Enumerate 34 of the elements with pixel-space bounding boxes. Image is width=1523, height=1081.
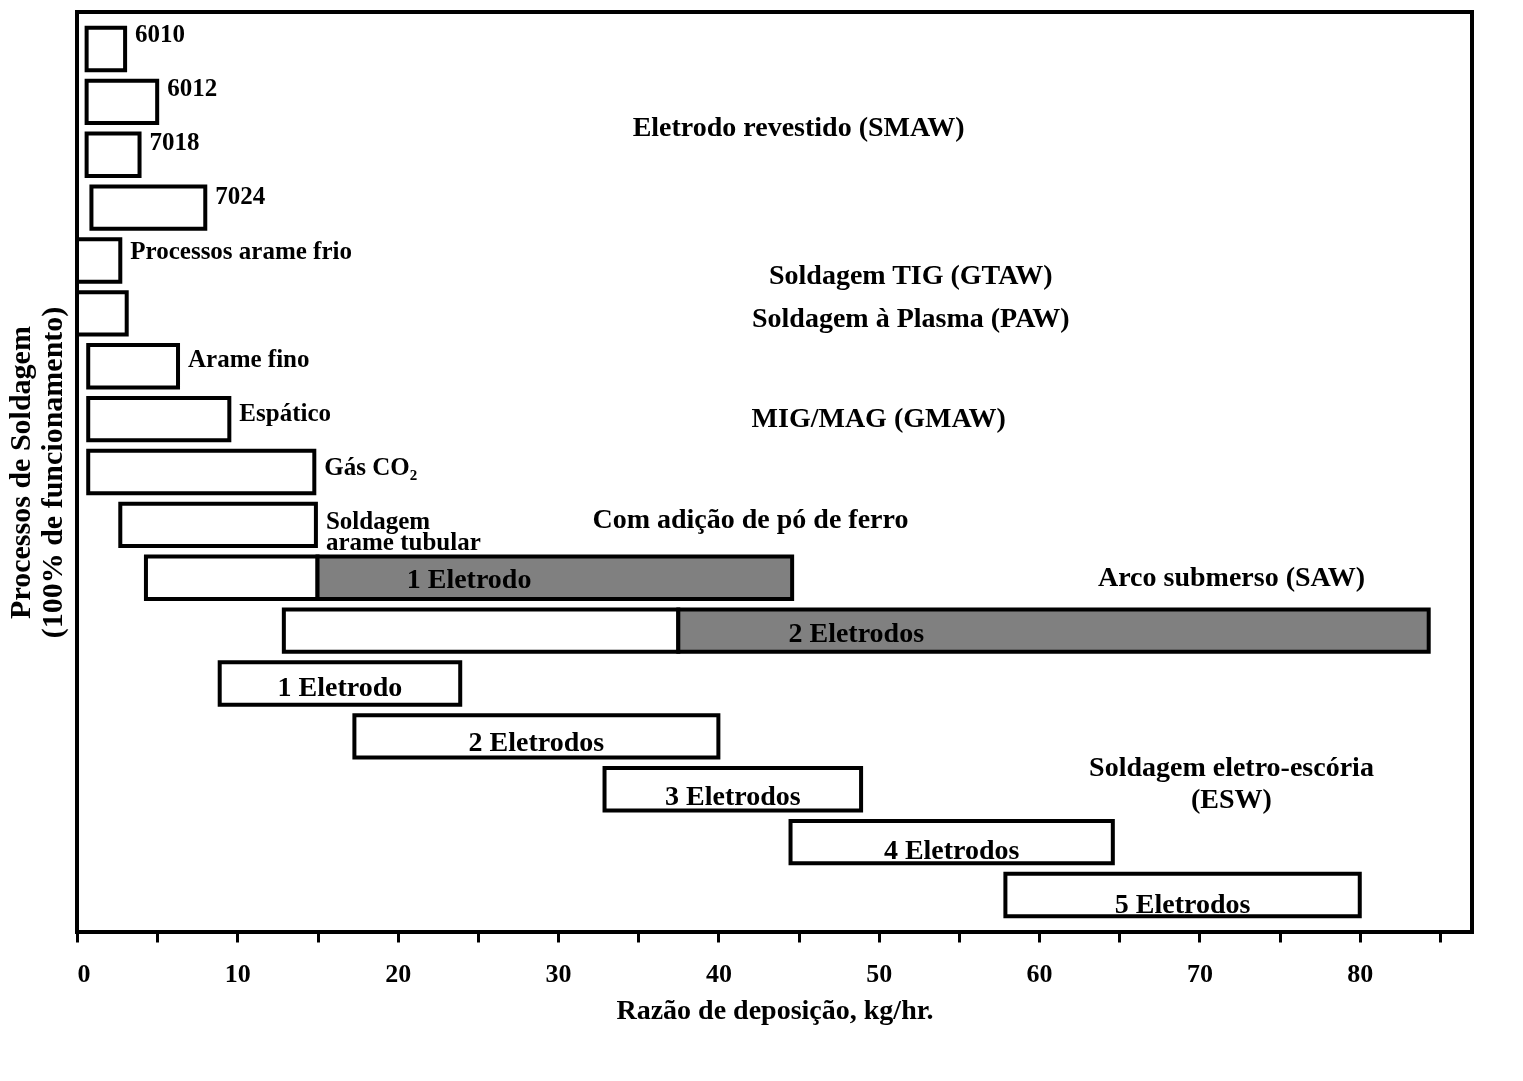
y-tick-label: 2 Eletrodos [788,617,925,649]
y-tick-label: 1 Eletrodo [277,671,403,703]
y-tick-label: 7024 [215,182,266,210]
annotation: Com adição de pó de ferro [592,502,909,534]
y-tick-label: 2 Eletrodos [468,725,605,757]
x-tick-label: 20 [385,958,412,988]
y-tick-label: 3 Eletrodos [665,779,801,811]
annotation: Eletrodo revestido (SMAW) [632,111,965,143]
x-tick-label: 30 [545,958,572,988]
y-tick-label: Espático [239,398,332,426]
annotation: Soldagem eletro-escória (ESW) [1089,751,1374,815]
y-tick-label: Soldagem arame tubular [325,507,481,556]
x-tick-label: 80 [1347,958,1374,988]
y-tick-label: 5 Eletrodos [1114,887,1251,919]
annotation: Soldagem TIG (GTAW) [768,259,1053,291]
x-tick-label: 70 [1186,958,1213,988]
x-tick-label: 60 [1026,958,1053,988]
y-tick-label: Arame fino [188,344,310,372]
y-tick-label: Processos arame frio [130,236,352,264]
x-tick-label: 0 [77,958,91,988]
x-axis-title: Razão de deposição, kg/hr. [616,993,934,1025]
x-tick-label: 10 [224,958,251,988]
y-tick-label: 4 Eletrodos [883,833,1020,865]
annotation: Soldagem à Plasma (PAW) [752,301,1070,333]
y-tick-label: 1 Eletrodo [406,563,532,595]
y-tick-label: 6012 [167,74,218,102]
y-tick-label: 7018 [149,128,200,156]
x-tick-label: 50 [866,958,893,988]
annotation: MIG/MAG (GMAW) [751,402,1006,434]
y-tick-label: 6010 [135,20,186,48]
y-tick-label: Gás CO₂ [324,453,418,480]
annotation: Arco submerso (SAW) [1097,560,1365,592]
y-axis-title: Processos de Soldagem (100% de funcionamento) [2,306,69,639]
x-tick-label: 40 [705,958,732,988]
